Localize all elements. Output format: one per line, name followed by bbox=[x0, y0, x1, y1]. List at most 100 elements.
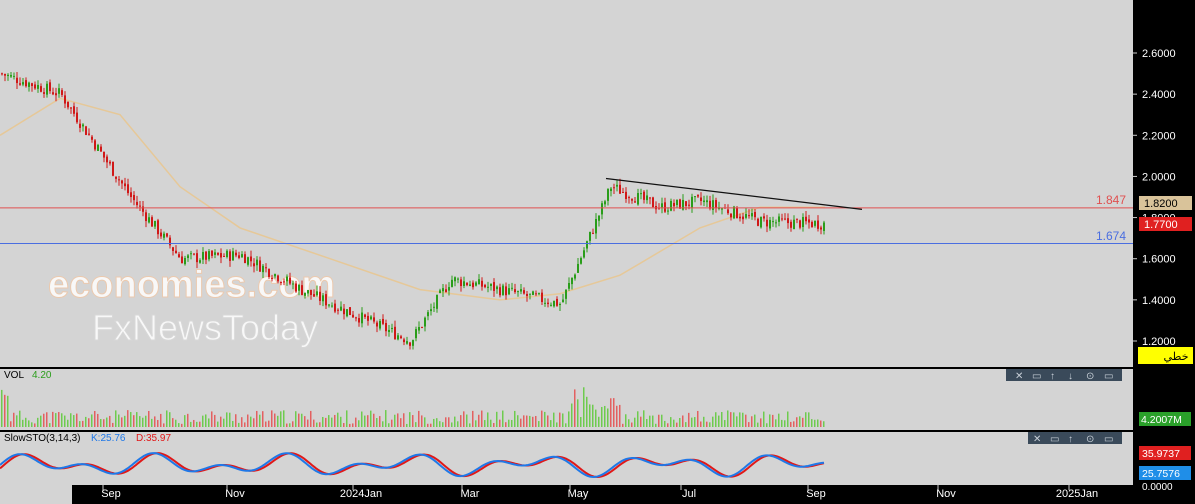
candle-down bbox=[535, 293, 537, 295]
volume-bar bbox=[346, 410, 348, 427]
candle-down bbox=[268, 269, 270, 277]
volume-bar bbox=[334, 414, 336, 427]
candle-down bbox=[169, 237, 171, 246]
candle-down bbox=[283, 281, 285, 283]
volume-bar bbox=[328, 415, 330, 427]
down-icon[interactable]: ↓ bbox=[1068, 371, 1073, 382]
volume-bar bbox=[664, 420, 666, 427]
candle-up bbox=[574, 274, 576, 279]
candle-up bbox=[37, 84, 39, 89]
candle-up bbox=[448, 287, 450, 291]
volume-tag-text: 4.2007M bbox=[1141, 414, 1182, 426]
resistance-label: 1.847 bbox=[1096, 193, 1126, 207]
x-tick-label: Sep bbox=[101, 488, 121, 500]
candle-down bbox=[229, 251, 231, 261]
volume-bar bbox=[754, 414, 756, 427]
volume-bar bbox=[232, 420, 234, 427]
candle-down bbox=[133, 195, 135, 201]
volume-bar bbox=[823, 421, 825, 427]
volume-bar bbox=[436, 418, 438, 427]
volume-bar bbox=[586, 396, 588, 427]
volume-bar bbox=[103, 419, 105, 427]
candle-down bbox=[289, 277, 291, 284]
candle-down bbox=[364, 314, 366, 317]
expand-icon[interactable]: ▭ bbox=[1104, 371, 1113, 382]
candle-up bbox=[559, 304, 561, 306]
candle-up bbox=[331, 305, 333, 307]
volume-plot-area[interactable] bbox=[0, 369, 1133, 430]
volume-bar bbox=[661, 414, 663, 427]
restore-icon[interactable]: ▭ bbox=[1050, 434, 1059, 445]
candle-up bbox=[187, 255, 189, 259]
candle-down bbox=[175, 250, 177, 254]
candle-down bbox=[103, 151, 105, 158]
candle-down bbox=[382, 318, 384, 324]
candle-up bbox=[184, 257, 186, 265]
restore-icon[interactable]: ▭ bbox=[1032, 371, 1041, 382]
candle-down bbox=[91, 136, 93, 140]
volume-bar bbox=[136, 412, 138, 427]
candle-up bbox=[418, 327, 420, 331]
settings-icon[interactable]: ⊙ bbox=[1086, 434, 1094, 445]
volume-bar bbox=[472, 410, 474, 427]
candle-down bbox=[244, 254, 246, 264]
volume-bar bbox=[241, 417, 243, 427]
volume-bar bbox=[172, 418, 174, 427]
candle-up bbox=[595, 218, 597, 234]
volume-bar bbox=[187, 413, 189, 427]
candle-down bbox=[787, 218, 789, 224]
volume-bar bbox=[733, 412, 735, 427]
close-icon[interactable]: ✕ bbox=[1015, 371, 1023, 382]
candle-down bbox=[493, 282, 495, 291]
candle-up bbox=[307, 290, 309, 294]
volume-bar bbox=[337, 412, 339, 427]
volume-bar bbox=[301, 413, 303, 427]
volume-bar bbox=[217, 421, 219, 427]
volume-bar bbox=[385, 410, 387, 427]
volume-bar bbox=[613, 398, 615, 427]
volume-bar bbox=[610, 398, 612, 427]
candle-down bbox=[115, 176, 117, 179]
price-plot-area[interactable] bbox=[0, 0, 1133, 367]
volume-bar bbox=[235, 414, 237, 427]
volume-bar bbox=[403, 413, 405, 427]
candle-up bbox=[397, 335, 399, 340]
candle-down bbox=[730, 213, 732, 218]
volume-bar bbox=[61, 413, 63, 427]
volume-label: VOL bbox=[4, 370, 24, 381]
close-icon[interactable]: ✕ bbox=[1033, 434, 1041, 445]
volume-bar bbox=[271, 410, 273, 427]
candle-down bbox=[205, 251, 207, 260]
volume-bar bbox=[22, 419, 24, 427]
candle-down bbox=[193, 253, 195, 255]
candle-down bbox=[343, 308, 345, 315]
candle-up bbox=[490, 283, 492, 286]
chart-type-button[interactable] bbox=[1138, 347, 1193, 364]
volume-bar bbox=[229, 412, 231, 427]
candle-up bbox=[304, 292, 306, 296]
candle-down bbox=[679, 199, 681, 209]
moving-average-line bbox=[0, 97, 825, 301]
volume-bar bbox=[64, 415, 66, 427]
expand-icon[interactable]: ▭ bbox=[1104, 434, 1113, 445]
volume-bar bbox=[742, 412, 744, 427]
candle-up bbox=[256, 259, 258, 266]
volume-bar bbox=[529, 415, 531, 427]
candle-down bbox=[112, 161, 114, 176]
candle-up bbox=[430, 309, 432, 312]
settings-icon[interactable]: ⊙ bbox=[1086, 371, 1094, 382]
volume-bar bbox=[727, 410, 729, 427]
up-icon[interactable]: ↑ bbox=[1050, 371, 1055, 382]
volume-bar bbox=[196, 421, 198, 427]
candle-down bbox=[460, 279, 462, 287]
last-price-tag-red-text: 1.7700 bbox=[1144, 219, 1178, 231]
candle-down bbox=[709, 200, 711, 209]
candle-down bbox=[799, 220, 801, 228]
candle-down bbox=[196, 253, 198, 263]
candle-up bbox=[391, 327, 393, 329]
price-levels bbox=[0, 177, 1133, 244]
candle-down bbox=[271, 277, 273, 279]
volume-bar bbox=[502, 410, 504, 427]
up-icon[interactable]: ↑ bbox=[1068, 434, 1073, 445]
volume-bar bbox=[712, 416, 714, 427]
